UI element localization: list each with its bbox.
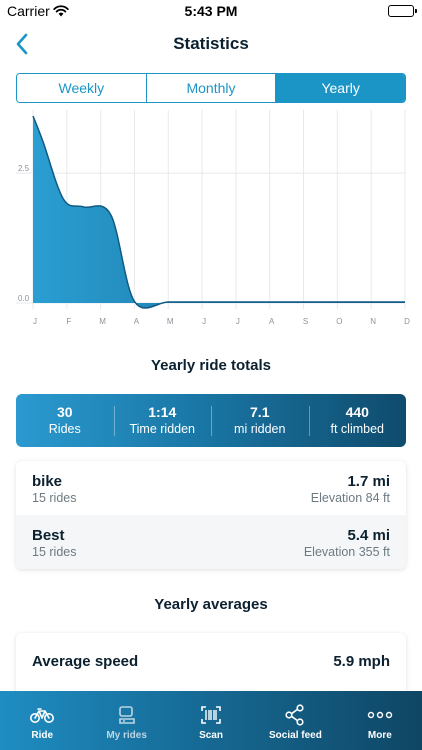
totals-banner: 30 Rides 1:14 Time ridden 7.1 mi ridden … <box>16 394 406 447</box>
tab-label: Ride <box>31 730 54 741</box>
bike-rides: 15 rides <box>32 491 77 505</box>
tab-yearly[interactable]: Yearly <box>275 74 405 102</box>
back-button[interactable] <box>8 30 36 58</box>
battery-icon <box>388 5 417 17</box>
route-icon <box>114 704 140 726</box>
bike-row[interactable]: Best 15 rides 5.4 mi Elevation 355 ft <box>16 515 406 569</box>
chart-x-tick: S <box>303 317 308 326</box>
tab-social-feed[interactable]: Social feed <box>253 691 337 750</box>
chart-area-series <box>33 116 405 309</box>
tab-more[interactable]: More <box>338 691 422 750</box>
tab-label: Social feed <box>269 730 322 741</box>
total-distance: 7.1 mi ridden <box>211 404 309 438</box>
tab-ride[interactable]: Ride <box>0 691 84 750</box>
navigation-bar: Statistics <box>0 22 422 66</box>
chart-x-tick: J <box>236 317 240 326</box>
chart-x-tick: N <box>370 317 376 326</box>
chart-y-tick: 0.0 <box>18 294 30 303</box>
wifi-icon <box>53 4 69 22</box>
chart-y-tick: 2.5 <box>18 164 30 173</box>
chart-x-tick: M <box>167 317 174 326</box>
chart-x-tick: F <box>66 317 71 326</box>
total-value: 440 <box>345 403 369 420</box>
tab-my-rides[interactable]: My rides <box>84 691 168 750</box>
average-value: 5.9 mph <box>333 653 390 670</box>
more-dots-icon <box>367 704 393 726</box>
carrier-label: Carrier <box>7 3 50 19</box>
total-label: Rides <box>48 421 81 436</box>
averages-heading: Yearly averages <box>154 596 268 613</box>
totals-heading: Yearly ride totals <box>150 357 272 374</box>
page-title: Statistics <box>173 34 249 53</box>
bike-distance: 1.7 mi <box>347 473 390 490</box>
bike-list-card: bike 15 rides 1.7 mi Elevation 84 ft Bes… <box>16 461 406 569</box>
bike-rides: 15 rides <box>32 545 77 559</box>
total-label: mi ridden <box>234 421 286 436</box>
total-rides: 30 Rides <box>16 404 114 438</box>
chart-x-tick: D <box>404 317 410 326</box>
yearly-distance-chart: 0.0 2.5 J F M A M J J A S O N D <box>0 106 422 330</box>
tab-label: My rides <box>106 730 147 741</box>
chart-canvas: 0.0 2.5 J F M A M J J A S O N D <box>16 110 410 326</box>
tab-scan[interactable]: Scan <box>169 691 253 750</box>
barcode-scan-icon <box>198 704 224 726</box>
total-value: 30 <box>56 403 73 420</box>
period-segmented-control: Weekly Monthly Yearly <box>16 73 406 103</box>
chart-x-tick: M <box>99 317 106 326</box>
bike-elevation: Elevation 84 ft <box>310 491 390 505</box>
chart-line-series <box>32 115 405 309</box>
chart-x-tick: O <box>336 317 342 326</box>
chart-x-tick: A <box>134 317 140 326</box>
total-climb: 440 ft climbed <box>308 403 407 438</box>
status-bar: Carrier 5:43 PM <box>0 0 422 22</box>
chevron-left-icon <box>16 33 28 55</box>
total-value: 7.1 <box>250 403 270 420</box>
tab-label: More <box>367 730 392 741</box>
chart-x-tick: J <box>202 317 206 326</box>
total-label: Time ridden <box>129 421 196 436</box>
tab-monthly[interactable]: Monthly <box>145 74 276 102</box>
total-label: ft climbed <box>330 421 385 436</box>
tab-bar: Ride My rides Scan <box>0 691 422 750</box>
bike-elevation: Elevation 355 ft <box>303 545 390 559</box>
chart-x-tick: J <box>33 317 37 326</box>
bike-row[interactable]: bike 15 rides 1.7 mi Elevation 84 ft <box>16 461 406 515</box>
bike-name: bike <box>32 473 63 490</box>
tab-label: Scan <box>199 730 223 741</box>
total-time: 1:14 Time ridden <box>113 403 212 438</box>
total-value: 1:14 <box>148 403 177 420</box>
chart-x-tick: A <box>269 317 275 326</box>
clock: 5:43 PM <box>184 3 238 19</box>
average-row: Average speed 5.9 mph <box>16 633 406 691</box>
bicycle-icon <box>29 704 55 726</box>
average-label: Average speed <box>32 653 139 670</box>
share-icon <box>282 704 308 726</box>
tab-weekly[interactable]: Weekly <box>17 74 146 102</box>
bike-name: Best <box>32 527 65 544</box>
bike-distance: 5.4 mi <box>347 527 390 544</box>
